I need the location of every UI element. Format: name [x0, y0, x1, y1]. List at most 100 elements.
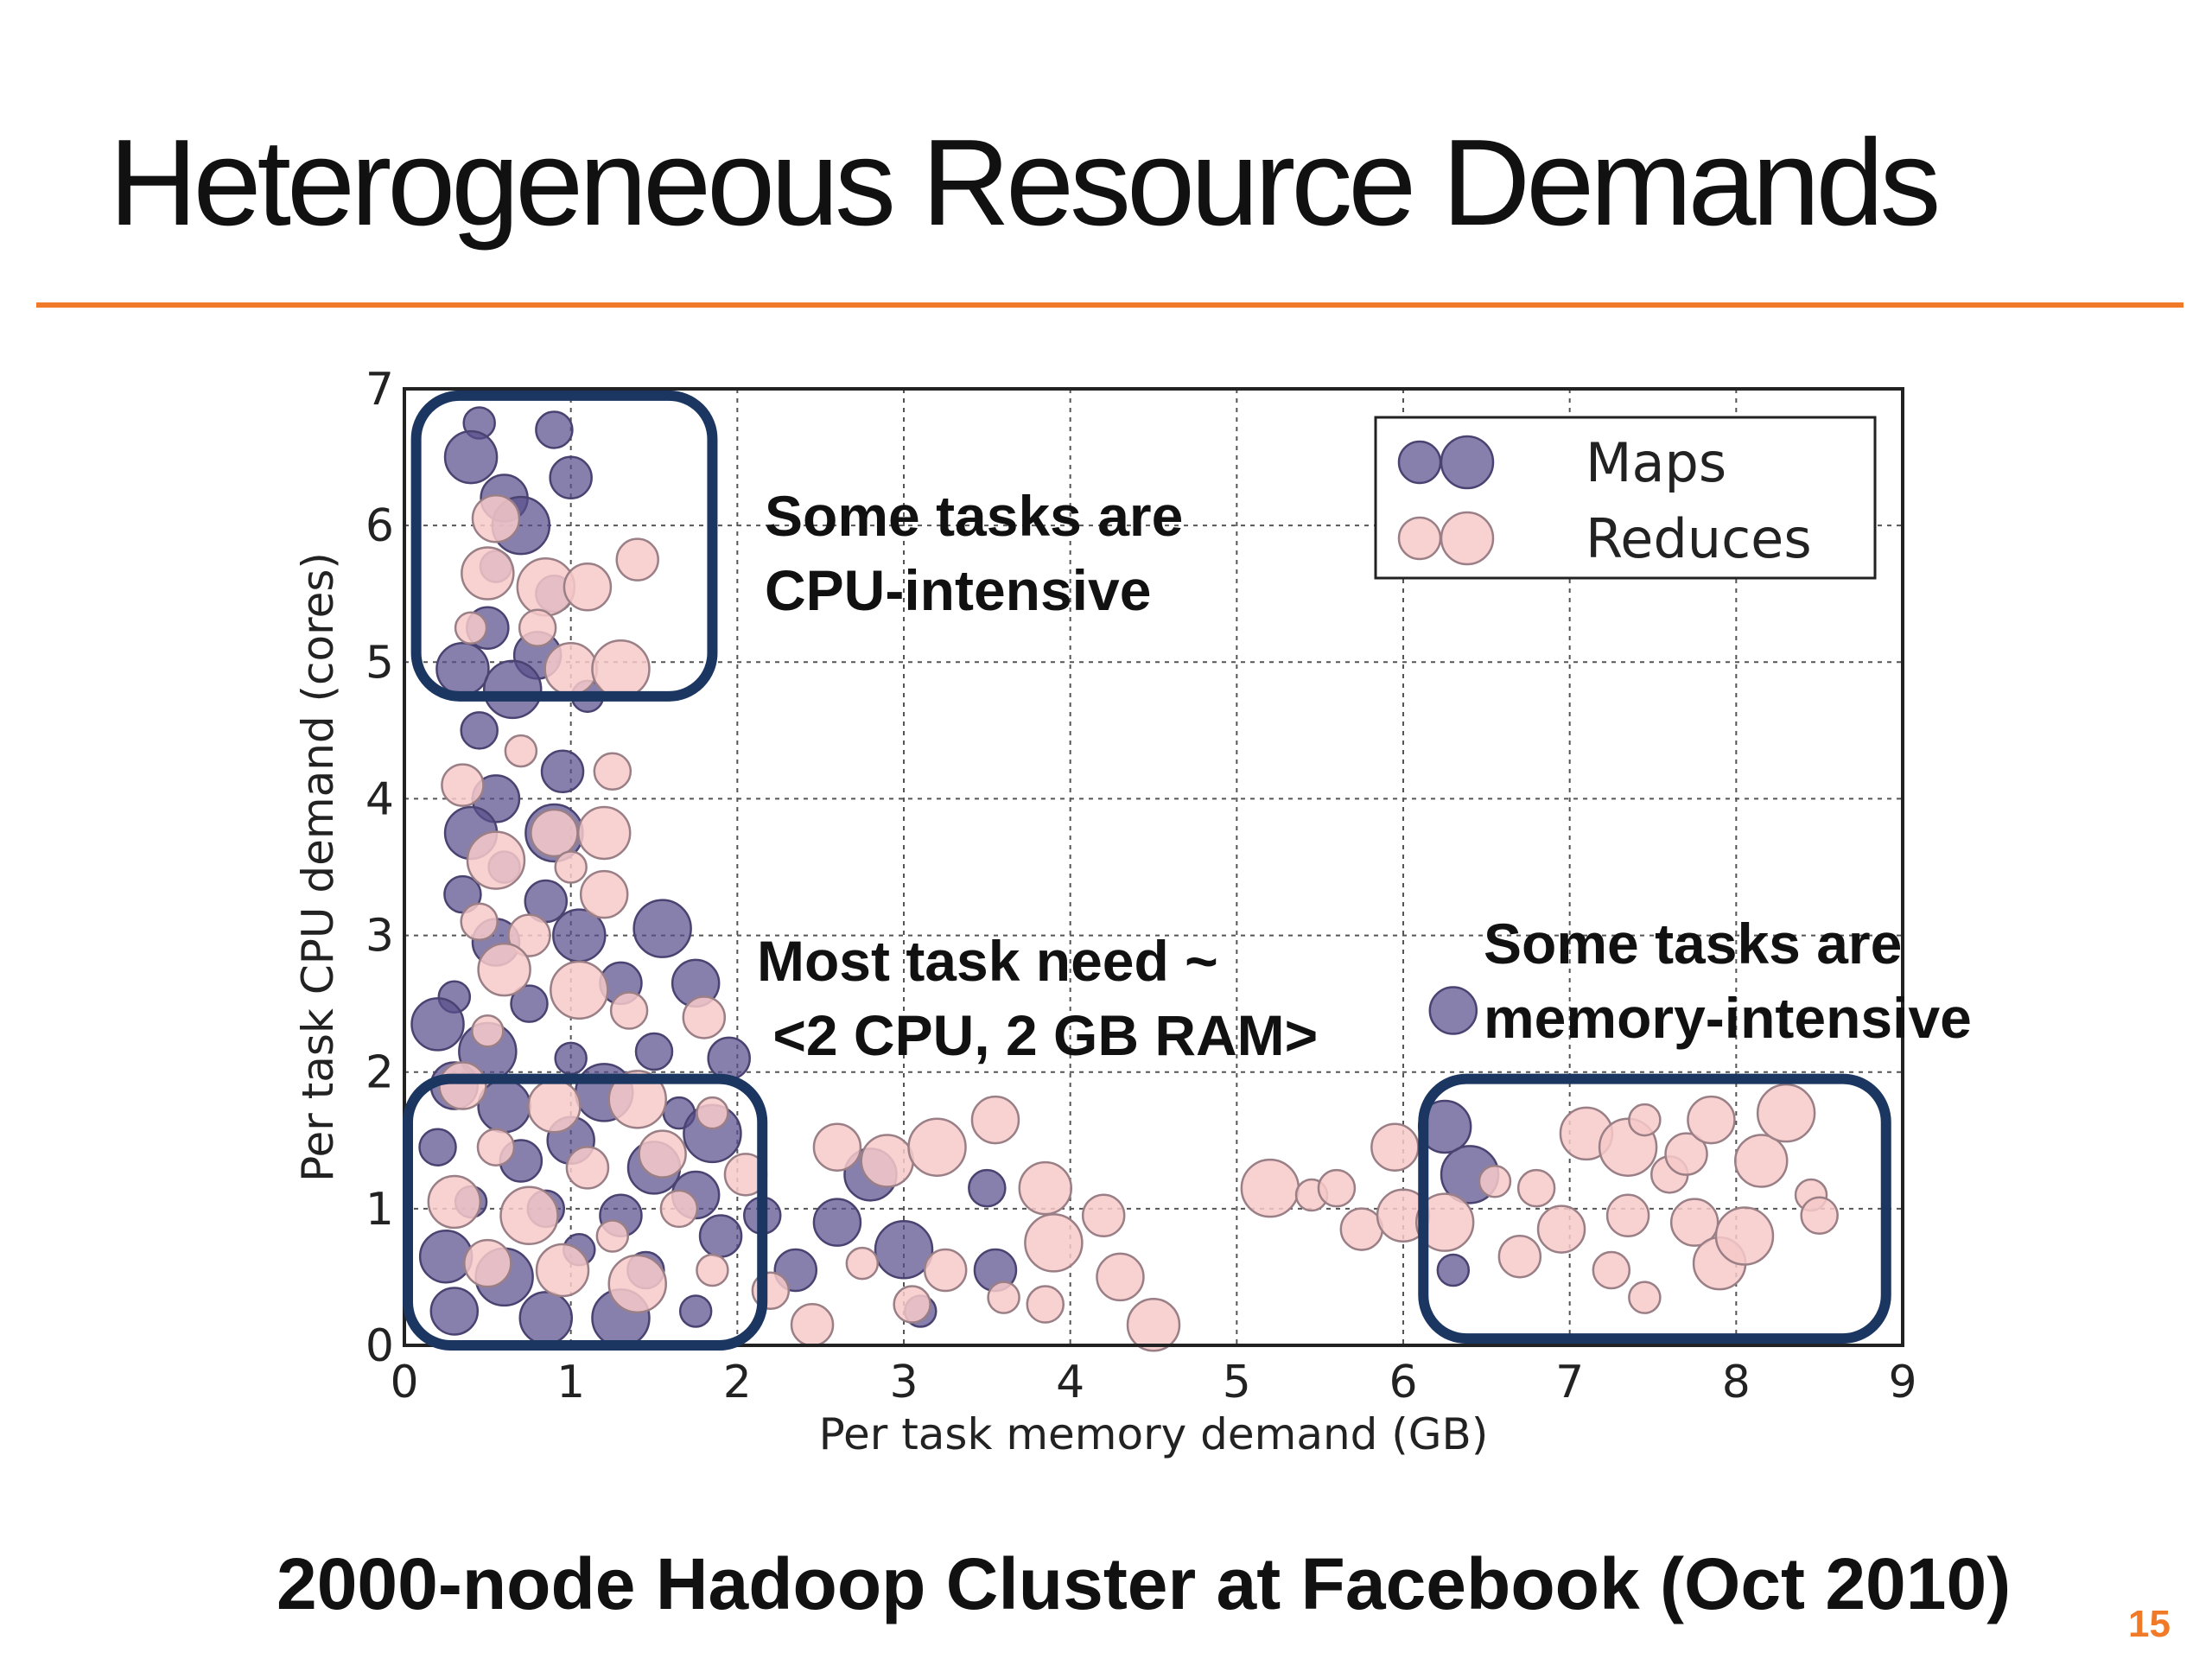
reduce-point	[476, 1128, 516, 1166]
x-tick-label: 4	[1056, 1357, 1084, 1408]
reduce-point	[477, 942, 531, 997]
map-point	[968, 1168, 1007, 1208]
annotations: Some tasks are CPU-intensive Most task nee…	[403, 390, 1972, 1351]
reduce-point	[593, 752, 632, 791]
map-point	[698, 1214, 743, 1258]
reduce-point	[696, 1253, 729, 1287]
map-point	[812, 1198, 862, 1247]
annotation-text: Some tasks are memory-intensive	[1484, 912, 1972, 1050]
reduce-point	[1414, 1192, 1475, 1252]
x-tick-label: 5	[1223, 1357, 1251, 1408]
reduce-point	[1628, 1281, 1662, 1314]
annotation-line: Most task need ~	[757, 929, 1218, 993]
legend-marker-reduces	[1440, 511, 1495, 566]
y-tick-label: 4	[365, 773, 394, 825]
map-point	[510, 984, 549, 1023]
reduce-point	[987, 1281, 1020, 1314]
plot-frame	[403, 387, 1904, 1347]
y-axis-title: Per task CPU demand (cores)	[293, 552, 343, 1182]
title-divider	[36, 302, 2183, 308]
map-point	[410, 997, 465, 1052]
legend-label-reduces: Reduces	[1586, 507, 1812, 570]
x-tick-label: 6	[1389, 1357, 1417, 1408]
reduce-point	[1592, 1250, 1631, 1290]
reduce-point	[1497, 1234, 1542, 1279]
reduce-point	[970, 1095, 1020, 1145]
reduce-point	[923, 1248, 968, 1293]
x-tick-label: 8	[1722, 1357, 1751, 1408]
reduce-point	[595, 1219, 630, 1253]
y-tick-label: 3	[365, 911, 394, 963]
reduce-point	[615, 537, 659, 582]
x-tick-label: 9	[1888, 1357, 1916, 1408]
annotation-text: Some tasks are CPU-intensive	[765, 484, 1183, 622]
map-point	[554, 1041, 588, 1076]
x-tick-label: 3	[889, 1357, 918, 1408]
reduce-point	[1628, 1103, 1662, 1137]
reduce-point	[563, 563, 613, 612]
map-point	[1436, 1253, 1471, 1287]
reduce-point	[1126, 1298, 1181, 1352]
y-tick-label: 1	[365, 1184, 394, 1236]
data-points	[410, 406, 1839, 1352]
reduce-point	[463, 1238, 512, 1288]
map-point	[632, 899, 692, 958]
reduce-point	[1317, 1168, 1357, 1208]
reduce-point	[530, 808, 579, 858]
reduce-point	[1669, 1198, 1719, 1247]
reduce-point	[860, 1134, 914, 1188]
x-tick-label: 0	[390, 1357, 418, 1408]
reduce-point	[471, 1014, 505, 1048]
reduce-point	[845, 1246, 880, 1281]
slide-title: Heterogeneous Resource Demands	[109, 114, 1941, 251]
page-number: 15	[2128, 1603, 2171, 1645]
y-tick-label: 2	[365, 1047, 394, 1099]
reduce-point	[1733, 1134, 1789, 1188]
x-tick-label: 7	[1555, 1357, 1584, 1408]
annotation-line: Some tasks are	[1484, 912, 1902, 976]
reduce-point	[460, 902, 499, 942]
legend-label-maps: Maps	[1586, 431, 1726, 494]
highlight-box	[410, 390, 718, 702]
reduce-point	[1536, 1205, 1586, 1254]
reduce-point	[790, 1303, 835, 1347]
reduce-point	[607, 1070, 667, 1129]
reduce-point	[554, 850, 588, 884]
reduce-point	[1081, 1193, 1126, 1238]
reduce-point	[812, 1122, 862, 1172]
reduce-point	[907, 1117, 967, 1177]
reduce-point	[1800, 1196, 1839, 1236]
reduce-point	[696, 1096, 729, 1130]
reduce-point	[1024, 1213, 1084, 1273]
reduce-point	[1018, 1160, 1073, 1216]
legend-marker-maps	[1440, 435, 1495, 490]
y-tick-label: 5	[365, 637, 394, 689]
reduce-point	[609, 991, 649, 1030]
reduce-point	[638, 1129, 687, 1179]
map-point	[482, 659, 543, 720]
reduce-point	[1756, 1083, 1816, 1143]
reduce-point	[543, 641, 598, 696]
y-tick-label: 0	[365, 1320, 394, 1372]
reduce-point	[461, 546, 515, 601]
reduce-point	[1714, 1206, 1775, 1266]
reduce-point	[550, 960, 609, 1020]
reduce-point	[591, 639, 651, 699]
map-point	[540, 749, 585, 794]
reduce-point	[893, 1285, 931, 1324]
reduce-point	[504, 734, 538, 768]
legend-marker-reduces	[1397, 516, 1442, 561]
map-point	[435, 641, 490, 696]
reduce-point	[607, 1254, 667, 1314]
reduce-point	[427, 1174, 482, 1230]
reduce-point	[1026, 1285, 1065, 1324]
reduce-point	[471, 493, 521, 543]
annotation-line: Some tasks are	[765, 484, 1183, 548]
reduce-point	[1339, 1207, 1384, 1251]
reduce-point	[1240, 1158, 1300, 1218]
y-tick-label: 7	[365, 364, 394, 416]
highlight-box	[403, 1073, 768, 1351]
map-point	[443, 429, 499, 485]
reduce-point	[659, 1189, 699, 1229]
